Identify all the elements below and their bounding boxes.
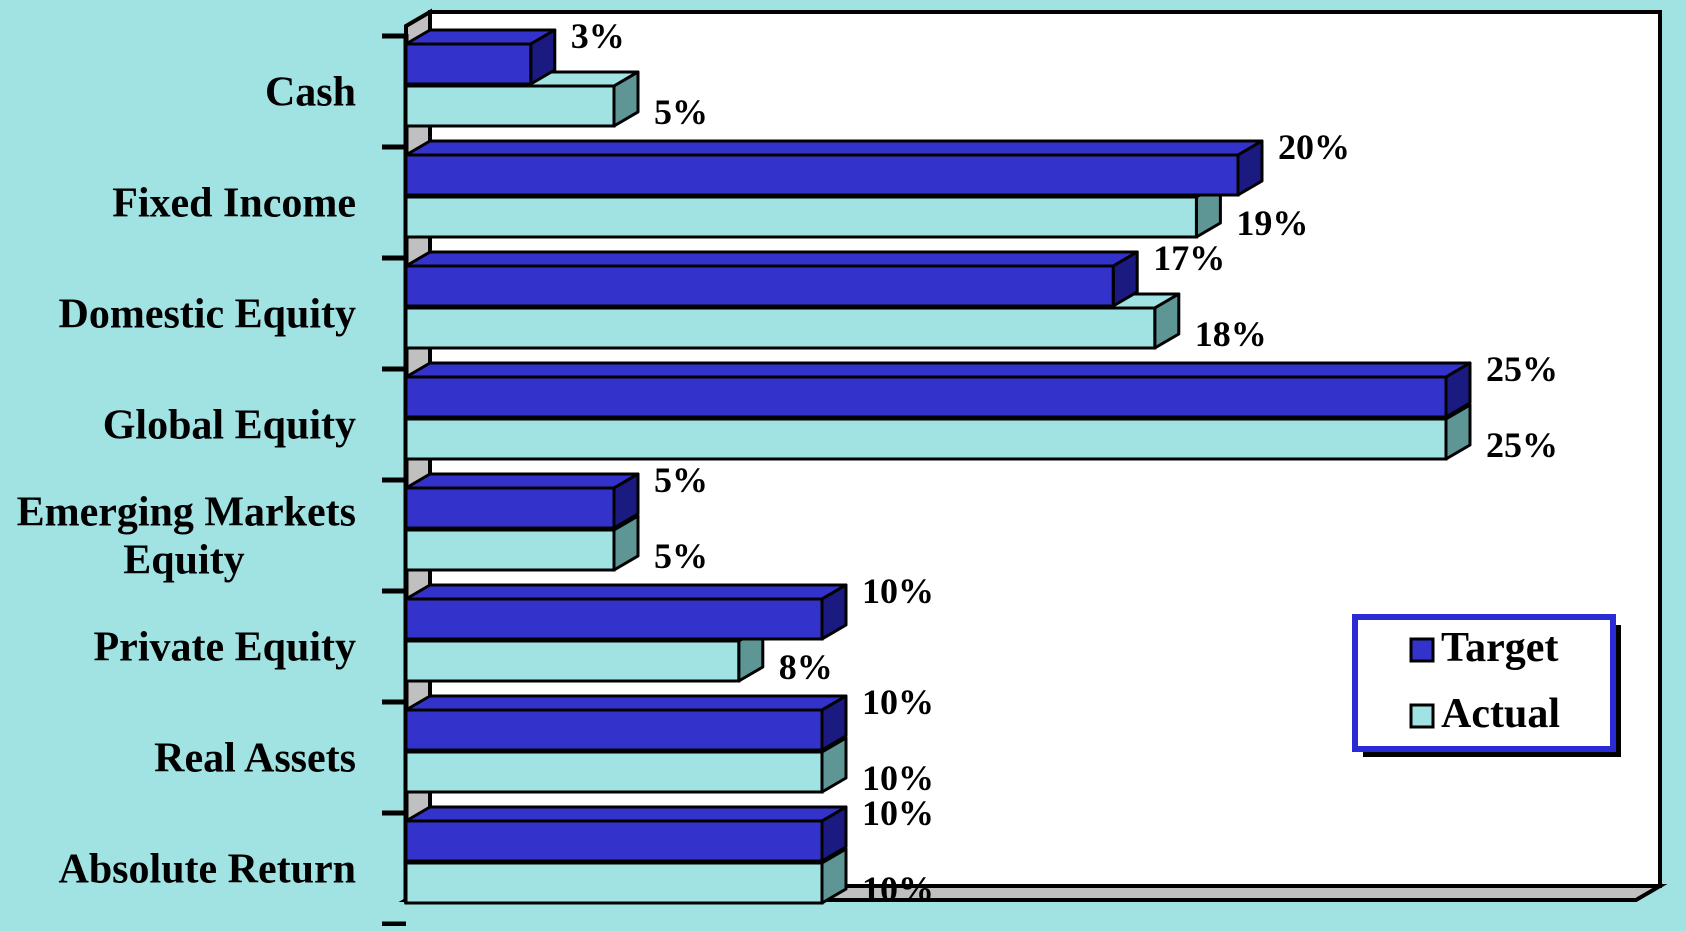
value-label-target: 10% xyxy=(862,682,934,722)
value-label-actual: 8% xyxy=(779,647,833,687)
bar-target xyxy=(404,805,848,863)
category-label: Real Assets xyxy=(154,736,356,782)
bar-front-face xyxy=(404,153,1240,197)
bar-front-face xyxy=(404,861,824,905)
bar-target xyxy=(404,472,640,530)
bar-top-face xyxy=(404,472,640,490)
bar-front-face xyxy=(404,750,824,794)
bar-front-face xyxy=(404,819,824,863)
bar-top-face xyxy=(404,694,848,712)
bar-front-face xyxy=(404,195,1198,239)
bar-target xyxy=(404,250,1139,308)
bar-front-face xyxy=(404,306,1157,350)
legend-box xyxy=(1352,614,1616,752)
category-label: Private Equity xyxy=(94,625,356,671)
category-label: Emerging Markets xyxy=(17,490,356,536)
category-label: Fixed Income xyxy=(112,181,356,227)
value-label-actual: 10% xyxy=(862,758,934,798)
bar-front-face xyxy=(404,84,616,128)
bar-target xyxy=(404,361,1472,419)
value-label-target: 10% xyxy=(862,571,934,611)
value-label-actual: 5% xyxy=(654,536,708,576)
value-label-target: 10% xyxy=(862,793,934,833)
bar-front-face xyxy=(404,528,616,572)
category-label: Equity xyxy=(123,538,244,584)
bar-top-face xyxy=(404,361,1472,379)
legend-label-target: Target xyxy=(1441,625,1558,671)
bar-top-face xyxy=(404,805,848,823)
bar-top-face xyxy=(404,139,1264,157)
value-label-target: 17% xyxy=(1153,238,1225,278)
bar-front-face xyxy=(404,708,824,752)
bar-front-face xyxy=(404,597,824,641)
category-label: Cash xyxy=(265,70,356,116)
value-label-target: 3% xyxy=(571,16,625,56)
bar-front-face xyxy=(404,264,1115,308)
bar-target xyxy=(404,139,1264,197)
value-label-actual: 5% xyxy=(654,92,708,132)
value-label-target: 20% xyxy=(1278,127,1350,167)
category-label: Global Equity xyxy=(103,403,356,449)
bar-front-face xyxy=(404,486,616,530)
bar-top-face xyxy=(404,250,1139,268)
bar-front-face xyxy=(404,417,1448,461)
value-label-actual: 10% xyxy=(862,869,934,909)
value-label-actual: 19% xyxy=(1236,203,1308,243)
bar-target xyxy=(404,694,848,752)
value-label-actual: 18% xyxy=(1195,314,1267,354)
value-label-target: 5% xyxy=(654,460,708,500)
bar-target xyxy=(404,583,848,641)
bar-front-face xyxy=(404,42,533,86)
category-label: Absolute Return xyxy=(58,847,356,893)
legend-swatch-actual xyxy=(1409,703,1435,729)
bar-target xyxy=(404,28,557,86)
legend-swatch-target xyxy=(1409,637,1435,663)
value-label-target: 25% xyxy=(1486,349,1558,389)
category-label: Domestic Equity xyxy=(59,292,357,338)
bar-front-face xyxy=(404,639,741,683)
legend: Target Actual xyxy=(1352,614,1616,752)
bar-top-face xyxy=(404,583,848,601)
value-label-actual: 25% xyxy=(1486,425,1558,465)
bar-front-face xyxy=(404,375,1448,419)
legend-label-actual: Actual xyxy=(1441,691,1560,737)
